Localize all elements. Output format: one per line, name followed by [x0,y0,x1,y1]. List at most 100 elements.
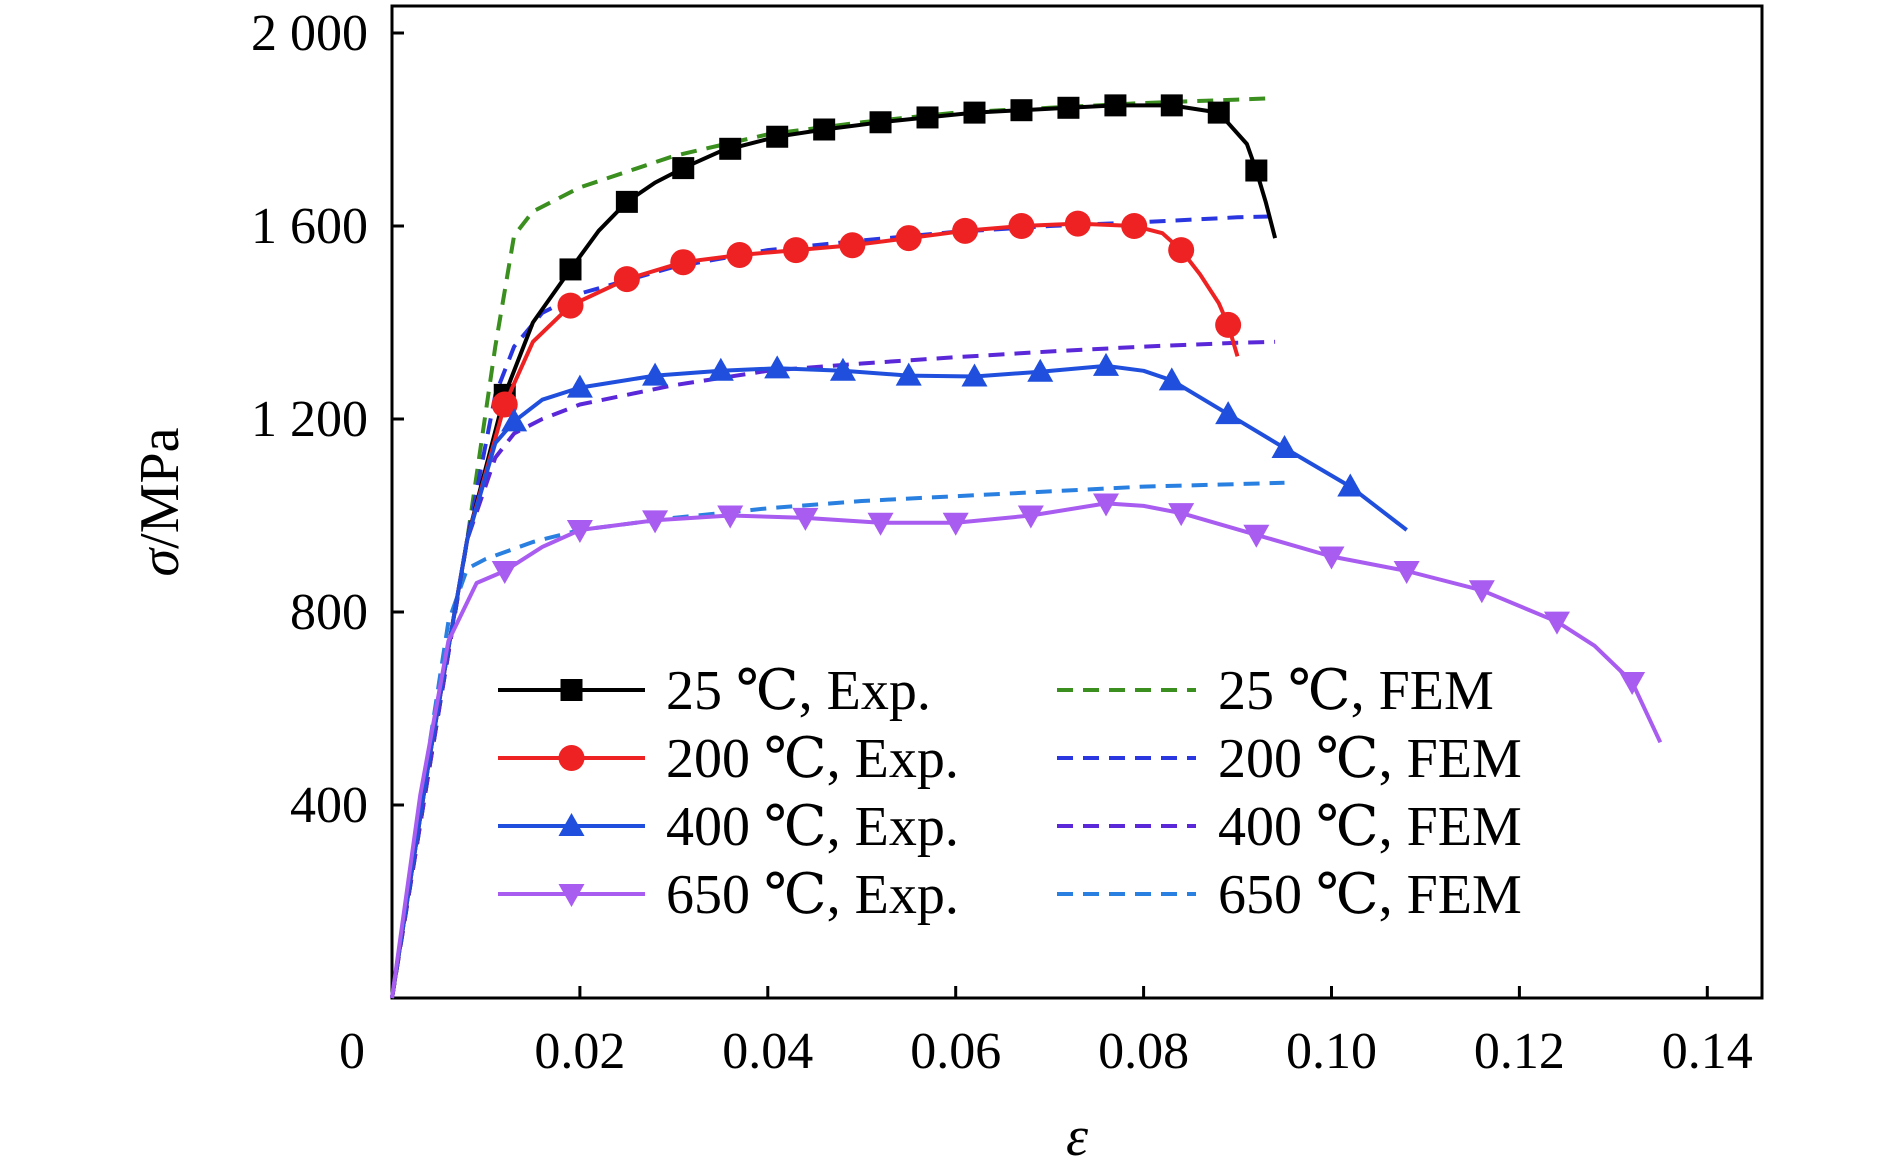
series-marker [1104,94,1127,117]
series-marker [1207,101,1230,124]
series-marker [1008,213,1035,239]
axis-ticks: 0 0.02 0.04 0.06 0.08 0.10 0.12 0.14 400 800 1 200… [251,5,1753,1080]
series-marker [1468,580,1495,604]
series-marker [1543,611,1570,635]
series-2 [390,352,1408,999]
legend-entry: 400 ℃, Exp. [498,796,959,858]
x-tick-label: 0.08 [1098,1023,1189,1080]
series-marker [1093,493,1120,517]
legend-label: 25 ℃, Exp. [666,660,931,722]
legend-marker [558,745,585,771]
series-marker [491,391,518,418]
series-marker [1010,99,1033,122]
series-marker [1318,546,1345,570]
series-marker [670,249,697,276]
series-marker [895,362,922,386]
series-marker [1160,94,1183,117]
x-axis-label: ε [1066,1106,1089,1168]
series-marker [559,258,582,281]
legend-label: 650 ℃, Exp. [666,864,959,926]
series-marker [869,111,892,134]
series-marker [942,512,969,536]
legend-entry: 25 ℃, FEM [1057,660,1494,722]
series-line [390,96,1276,999]
legend-label: 200 ℃, Exp. [666,728,959,790]
series-marker [566,374,593,398]
series-marker [726,241,753,268]
series-marker [1121,213,1148,239]
series-marker [1245,159,1268,182]
series-marker [501,408,528,432]
series-marker [707,357,734,381]
series-marker [1215,311,1242,338]
series-marker [1158,367,1185,391]
series-marker [1168,237,1195,264]
x-tick-label: 0.02 [534,1023,625,1080]
y-tick-label: 800 [290,584,368,641]
series-4 [390,96,1276,999]
series-marker [1337,473,1364,497]
series-marker [839,232,866,259]
series-marker [719,137,742,160]
legend-entry: 25 ℃, Exp. [498,660,931,722]
legend-label: 650 ℃, FEM [1218,864,1522,926]
series-marker [1271,434,1298,458]
series-marker [642,510,669,534]
series-marker [615,190,638,213]
series-marker [566,519,593,543]
series-marker [717,505,744,529]
x-tick-label: 0.12 [1474,1023,1565,1080]
series-marker [1093,352,1120,376]
y-tick-label: 1 600 [251,198,368,255]
y-axis-label: σ/MPa [129,427,191,576]
legend: 25 ℃, Exp.200 ℃, Exp.400 ℃, Exp.650 ℃, E… [498,660,1522,926]
plot-frame [390,4,1764,1000]
y-axis-label-symbol: σ [129,546,191,576]
series-marker [1017,505,1044,529]
series-marker [829,357,856,381]
series-marker [1215,401,1242,425]
x-tick-label: 0.14 [1662,1023,1753,1080]
series-marker [1064,210,1091,237]
series-marker [1243,524,1270,548]
legend-entry: 400 ℃, FEM [1057,796,1522,858]
series-marker [1057,96,1080,119]
x-tick-label: 0.10 [1286,1023,1377,1080]
series-marker [557,292,584,319]
x-tick-label: 0 [339,1023,365,1080]
series-marker [952,217,979,244]
y-axis-label-unit: /MPa [129,427,191,548]
series-line [390,221,1240,999]
series-3 [390,493,1663,999]
series-marker [961,363,988,387]
y-tick-label: 1 200 [251,391,368,448]
series-marker [782,237,809,264]
legend-label: 25 ℃, FEM [1218,660,1494,722]
y-tick-label: 2 000 [251,5,368,62]
series-marker [895,225,922,252]
legend-entry: 200 ℃, Exp. [498,728,959,790]
legend-entry: 650 ℃, Exp. [498,864,959,926]
series-1 [390,210,1242,999]
series-marker [867,512,894,536]
legend-label: 200 ℃, FEM [1218,728,1522,790]
legend-marker [560,679,583,701]
x-tick-label: 0.06 [910,1023,1001,1080]
x-tick-label: 0.04 [722,1023,813,1080]
legend-label: 400 ℃, FEM [1218,796,1522,858]
legend-label: 400 ℃, Exp. [666,796,959,858]
legend-entry: 200 ℃, FEM [1057,728,1522,790]
legend-entry: 650 ℃, FEM [1057,864,1522,926]
series-marker [764,355,791,379]
y-tick-label: 400 [290,777,368,834]
series-marker [963,101,986,124]
series-marker [642,362,669,386]
series-marker [766,125,789,148]
series-marker [792,507,819,531]
series-marker [1027,358,1054,382]
series-marker [813,118,836,141]
series-marker [1168,503,1195,527]
series-marker [1393,560,1420,584]
series-marker [916,106,939,129]
